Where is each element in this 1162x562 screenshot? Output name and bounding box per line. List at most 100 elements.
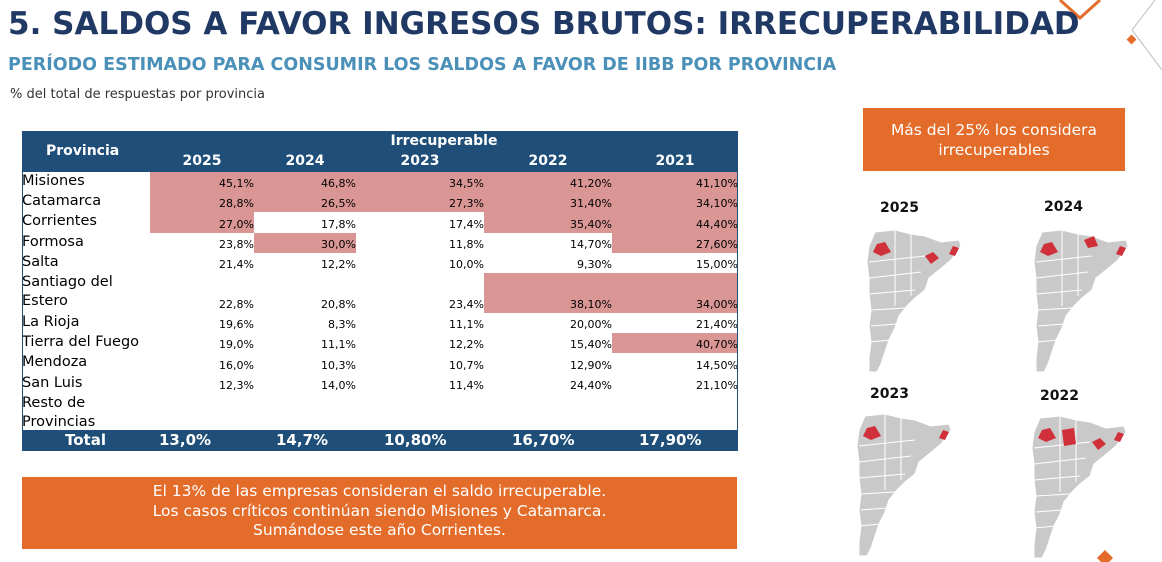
table-row: Santiago del Estero 22,8% 20,8% 23,4% 38,10%… — [22, 272, 738, 313]
row-value-cell: 44,40% — [612, 212, 738, 233]
row-value: 10,3% — [321, 358, 356, 372]
table-note: % del total de respuestas por provincia — [10, 87, 265, 102]
row-value-cell: 22,8% — [150, 273, 254, 313]
row-value: 44,40% — [696, 217, 738, 231]
row-value-cell: 30,0% — [254, 232, 356, 253]
row-province-name: Mendoza — [22, 354, 88, 371]
row-value-cell: 11,1% — [254, 333, 356, 353]
row-value-cell: 21,4% — [150, 253, 254, 273]
table-row: Corrientes 27,0% 17,8% 17,4% 35,40% 44,40% — [22, 212, 738, 233]
row-value: 27,0% — [219, 217, 254, 231]
row-value: 23,8% — [219, 237, 254, 251]
row-value-cell: 26,5% — [254, 192, 356, 213]
argentina-map-icon — [1033, 229, 1129, 373]
threshold-callout: Más del 25% los considera irrecuperables — [863, 108, 1125, 171]
corner-diamond-icon — [1097, 550, 1113, 562]
row-value-cell: 38,10% — [484, 272, 612, 313]
row-value-cell: 31,40% — [484, 192, 612, 213]
row-value: 11,1% — [321, 338, 356, 352]
argentina-map-icon — [1031, 415, 1127, 559]
row-value-cell: 14,50% — [612, 353, 738, 373]
row-value: 14,50% — [696, 358, 738, 372]
row-province-name: Santiago del Estero — [22, 273, 113, 310]
row-value-cell: 8,3% — [254, 313, 356, 333]
total-label: Total — [65, 431, 106, 449]
row-province-name: Tierra del Fuego — [22, 334, 140, 351]
row-value: 45,1% — [219, 177, 254, 191]
total-2024: 14,7% — [276, 431, 329, 449]
row-value-cell — [612, 394, 738, 434]
row-value-cell: 27,60% — [612, 232, 738, 253]
row-value-cell: 9,30% — [484, 253, 612, 273]
table-row: Tierra del Fuego 19,0% 11,1% 12,2% 15,40% 40,… — [22, 333, 738, 354]
row-value-cell: 41,20% — [484, 172, 612, 193]
table-row: Catamarca 28,8% 26,5% 27,3% 31,40% 34,10% — [22, 192, 738, 213]
table-row: Misiones 45,1% 46,8% 34,5% 41,20% 41,10% — [22, 172, 738, 193]
row-value: 21,4% — [219, 257, 254, 271]
row-value-cell: 35,40% — [484, 212, 612, 233]
row-value-cell: 10,3% — [254, 353, 356, 373]
row-province-name: Catamarca — [22, 193, 102, 210]
row-value: 41,20% — [570, 177, 612, 191]
row-value: 20,00% — [570, 318, 612, 332]
row-value: 41,10% — [696, 177, 738, 191]
row-province-name: Formosa — [22, 233, 84, 250]
page-title: 5. SALDOS A FAVOR INGRESOS BRUTOS: IRREC… — [8, 6, 1080, 42]
row-province-name: Corrientes — [22, 213, 97, 230]
row-value: 35,40% — [570, 217, 612, 231]
row-value: 27,60% — [696, 237, 738, 251]
row-value-cell — [150, 394, 254, 434]
header-year-2024: 2024 — [285, 153, 325, 169]
row-value-cell: 34,00% — [612, 272, 738, 313]
callout-line-2: Los casos críticos continúan siendo Misi… — [152, 501, 607, 520]
table-body: Misiones 45,1% 46,8% 34,5% 41,20% 41,10% Catam… — [22, 172, 738, 434]
row-value: 11,4% — [449, 378, 484, 392]
irrecuperabilidad-table: Provincia Irrecuperable 2025 2024 2023 2… — [22, 131, 738, 450]
map-year-2024: 2024 — [1044, 199, 1083, 215]
corner-decoration-icon — [1058, 0, 1162, 71]
argentina-map-icon — [866, 229, 962, 373]
table-row: Mendoza 16,0% 10,3% 10,7% 12,90% 14,50% — [22, 353, 738, 373]
row-value-cell: 11,8% — [356, 233, 484, 253]
row-value-cell: 20,8% — [254, 273, 356, 313]
header-group-irrecuperable: Irrecuperable — [390, 133, 498, 149]
conclusion-callout: El 13% de las empresas consideran el sal… — [22, 477, 737, 549]
row-value-cell: 34,10% — [612, 192, 738, 213]
table-row: La Rioja 19,6% 8,3% 11,1% 20,00% 21,40% — [22, 313, 738, 333]
row-value-cell: 17,8% — [254, 212, 356, 232]
row-value: 30,0% — [321, 237, 356, 251]
row-value: 21,10% — [696, 378, 738, 392]
row-province-name: Resto de Provincias — [22, 394, 96, 431]
row-value: 11,1% — [449, 318, 484, 332]
row-value-cell: 14,0% — [254, 374, 356, 394]
row-value-cell: 40,70% — [612, 333, 738, 354]
row-province-name: San Luis — [22, 374, 83, 391]
map-year-2022: 2022 — [1040, 388, 1079, 404]
row-value: 12,3% — [219, 378, 254, 392]
row-value-cell: 27,0% — [150, 212, 254, 233]
row-value-cell: 34,5% — [356, 172, 484, 193]
row-province-name: Misiones — [22, 173, 85, 189]
row-value: 11,8% — [449, 237, 484, 251]
row-value: 27,3% — [449, 197, 484, 211]
row-value: 12,2% — [321, 257, 356, 271]
row-value-cell: 11,1% — [356, 313, 484, 333]
row-value-cell: 41,10% — [612, 172, 738, 193]
row-province-name: La Rioja — [22, 313, 80, 330]
row-value: 34,5% — [449, 177, 484, 191]
page-subtitle: PERÍODO ESTIMADO PARA CONSUMIR LOS SALDO… — [8, 55, 837, 75]
total-2025: 13,0% — [159, 431, 212, 449]
total-2022: 16,70% — [512, 431, 575, 449]
row-value: 17,8% — [321, 217, 356, 231]
row-value: 12,2% — [449, 338, 484, 352]
header-year-2021: 2021 — [655, 153, 695, 169]
row-value: 16,0% — [219, 358, 254, 372]
row-value: 8,3% — [328, 318, 356, 332]
row-value-cell: 21,40% — [612, 313, 738, 333]
row-value: 34,10% — [696, 197, 738, 211]
header-year-2025: 2025 — [182, 153, 222, 169]
row-value-cell: 16,0% — [150, 353, 254, 373]
row-value-cell: 21,10% — [612, 374, 738, 394]
row-value: 28,8% — [219, 197, 254, 211]
header-year-2023: 2023 — [400, 153, 440, 169]
